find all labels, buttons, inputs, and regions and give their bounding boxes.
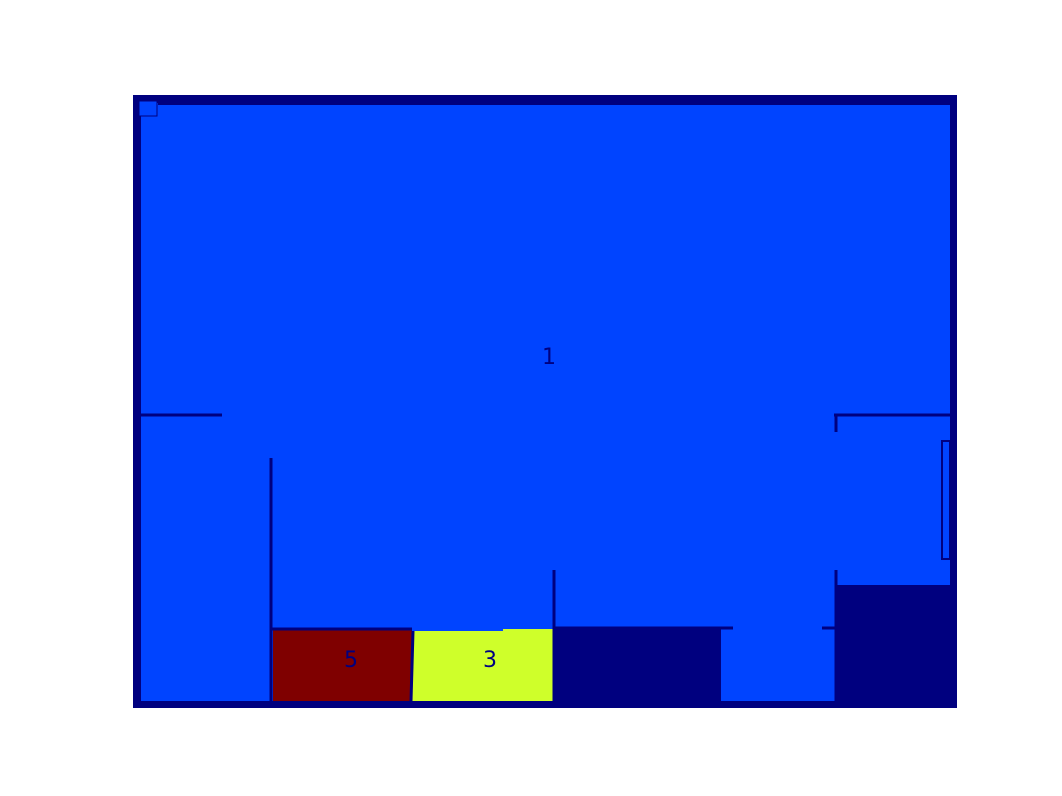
room-1-label: 1	[542, 345, 556, 370]
room-5-region	[273, 630, 412, 701]
right-wall-opening	[941, 440, 951, 560]
room-3-label: 3	[483, 648, 497, 673]
room-3-region	[412, 629, 553, 701]
corner-marker	[138, 100, 158, 117]
wall-room5-room3	[409, 630, 415, 702]
room-5-label: 5	[344, 648, 358, 673]
room-1-region	[141, 103, 950, 701]
dark-region-bottom-middle	[555, 629, 721, 701]
dark-region-bottom-right	[836, 585, 950, 701]
